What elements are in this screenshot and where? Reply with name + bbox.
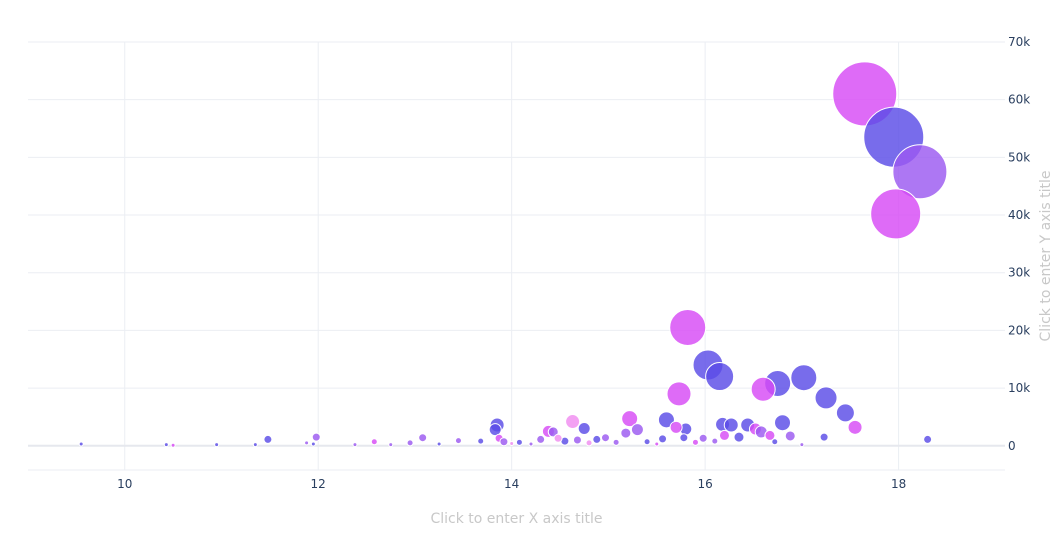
x-tick-label: 14 xyxy=(504,477,519,491)
bubble-point xyxy=(515,438,523,446)
bubble-point xyxy=(311,432,321,442)
bubble-point xyxy=(577,421,591,435)
x-tick-label: 16 xyxy=(697,477,712,491)
bubble-point xyxy=(406,439,414,447)
bubble-point xyxy=(774,414,792,432)
bubble-point xyxy=(723,417,739,433)
bubble-point xyxy=(170,442,176,448)
y-tick-label: 0 xyxy=(1008,439,1016,453)
bubble-point xyxy=(790,364,818,392)
bubble-point xyxy=(669,420,683,434)
y-tick-label: 10k xyxy=(1008,381,1030,395)
bubble-point xyxy=(691,438,699,446)
bubble-point xyxy=(388,442,394,448)
bubble-point xyxy=(733,431,745,443)
bubble-point xyxy=(612,438,620,446)
bubble-point xyxy=(657,411,675,429)
bubble-point xyxy=(679,433,689,443)
bubble-point xyxy=(528,441,534,447)
y-tick-label: 60k xyxy=(1008,93,1030,107)
bubble-point xyxy=(553,433,563,443)
bubble-point xyxy=(835,403,855,423)
y-tick-label: 70k xyxy=(1008,35,1030,49)
grid-lines xyxy=(28,41,1005,471)
bubble-point xyxy=(572,435,582,445)
bubble-point xyxy=(163,442,169,448)
x-tick-label: 18 xyxy=(891,477,906,491)
bubble-point xyxy=(784,430,796,442)
bubble-point xyxy=(536,434,546,444)
bubble-point xyxy=(78,441,84,447)
bubble-point xyxy=(621,410,639,428)
bubble-point xyxy=(454,437,462,445)
bubble-point xyxy=(585,439,593,447)
bubble-point xyxy=(658,434,668,444)
y-tick-label: 30k xyxy=(1008,266,1030,280)
bubble-point xyxy=(698,433,708,443)
bubble-point xyxy=(488,423,502,437)
bubble-point xyxy=(764,429,776,441)
bubbles xyxy=(78,61,948,448)
bubble-point xyxy=(705,362,735,392)
bubble-point xyxy=(436,441,442,447)
y-tick-label: 40k xyxy=(1008,208,1030,222)
bubble-point xyxy=(750,376,776,402)
bubble-point xyxy=(214,442,220,448)
bubble-point xyxy=(819,432,829,442)
bubble-point xyxy=(620,427,632,439)
bubble-point xyxy=(630,423,644,437)
bubble-point xyxy=(654,441,660,447)
bubble-point xyxy=(310,441,316,447)
bubble-point xyxy=(799,442,805,448)
bubble-point xyxy=(370,438,378,446)
bubble-point xyxy=(418,433,428,443)
bubble-point xyxy=(499,437,509,447)
bubble-point xyxy=(263,434,273,444)
y-tick-label: 50k xyxy=(1008,150,1030,164)
bubble-point xyxy=(711,437,719,445)
x-tick-label: 10 xyxy=(117,477,132,491)
bubble-point xyxy=(814,386,838,410)
bubble-point xyxy=(892,144,948,200)
bubble-point xyxy=(718,429,730,441)
bubble-point xyxy=(304,440,310,446)
bubble-point xyxy=(643,438,651,446)
x-axis-title[interactable]: Click to enter X axis title xyxy=(430,511,602,527)
bubble-point xyxy=(477,437,485,445)
bubble-point xyxy=(565,414,581,430)
bubble-point xyxy=(923,434,933,444)
bubble-point xyxy=(771,438,779,446)
bubble-point xyxy=(870,188,922,240)
y-tick-label: 20k xyxy=(1008,323,1030,337)
bubble-point xyxy=(669,309,707,347)
bubble-point xyxy=(592,434,602,444)
bubble-point xyxy=(666,381,692,407)
x-tick-label: 12 xyxy=(311,477,326,491)
bubble-point xyxy=(252,442,258,448)
y-axis-title[interactable]: Click to enter Y axis title xyxy=(1038,171,1054,342)
bubble-point xyxy=(352,442,358,448)
bubble-point xyxy=(509,440,515,446)
bubble-point xyxy=(847,419,863,435)
tick-labels: 10 12 14 16 18 0 10k 20k 30k 40k 50k 60k 70k xyxy=(117,35,1030,491)
bubble-point xyxy=(600,433,610,443)
